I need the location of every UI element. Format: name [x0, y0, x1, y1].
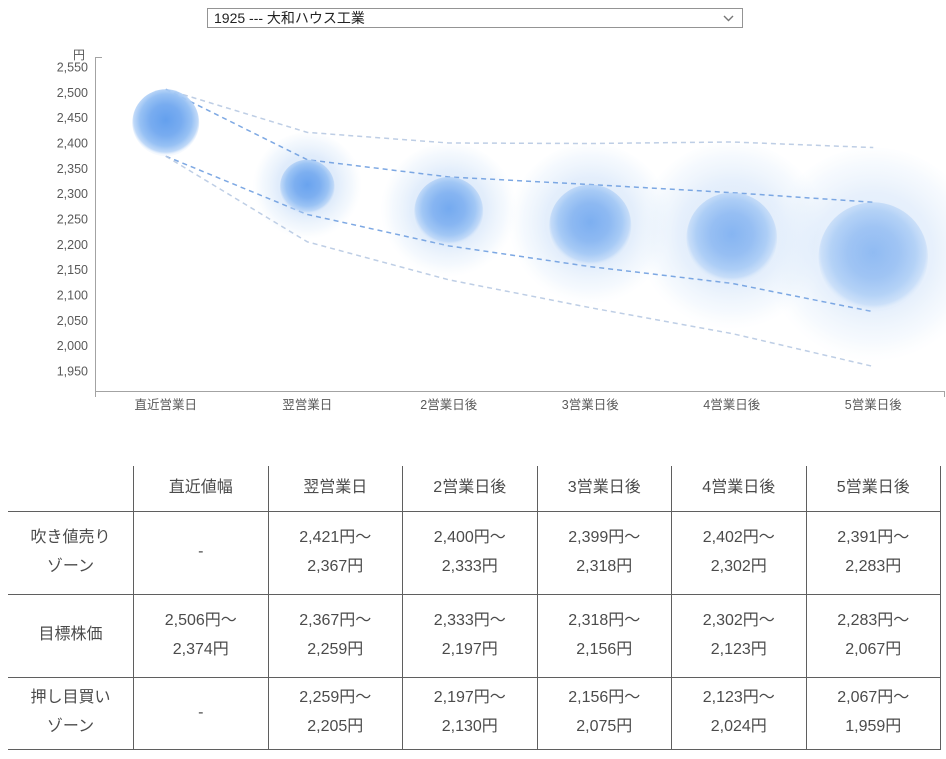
table-value-cell: 2,318円〜 2,156円 [537, 594, 672, 678]
y-tick-label: 2,000 [57, 339, 88, 353]
table-column-header: 3営業日後 [537, 466, 672, 512]
table-value-cell: 2,367円〜 2,259円 [268, 594, 403, 678]
table-row-label: 押し目買い ゾーン [8, 677, 134, 750]
target-bubble-3 [549, 184, 632, 267]
axis-lines [95, 57, 945, 397]
table-value-cell: 2,391円〜 2,283円 [806, 511, 941, 595]
table-value-cell: 2,402円〜 2,302円 [671, 511, 807, 595]
table-value-cell: 2,259円〜 2,205円 [268, 677, 403, 750]
forecast-table: 直近値幅 翌営業日 2営業日後 3営業日後 4営業日後 5営業日後 吹き値売り ゾーン -2… [8, 466, 941, 750]
table-row: 吹き値売り ゾーン -2,421円〜 2,367円 2,400円〜 2,333円 2,… [8, 511, 941, 595]
table-column-header: 2営業日後 [402, 466, 538, 512]
table-value-cell: 2,333円〜 2,197円 [402, 594, 538, 678]
table-header-row: 直近値幅 翌営業日 2営業日後 3営業日後 4営業日後 5営業日後 [8, 466, 941, 512]
x-tick-label: 直近営業日 [134, 397, 197, 412]
y-tick-label: 2,300 [57, 187, 88, 201]
target-bubble-5 [818, 202, 928, 312]
table-value-cell: 2,067円〜 1,959円 [806, 677, 941, 750]
x-tick-label: 4営業日後 [703, 397, 760, 412]
table-column-header: 5営業日後 [806, 466, 941, 512]
y-tick-label: 2,100 [57, 289, 88, 303]
guide-sell-upper [165, 88, 874, 149]
table-column-header: 直近値幅 [133, 466, 269, 512]
table-value-cell: 2,123円〜 2,024円 [671, 677, 807, 750]
y-tick-label: 2,500 [57, 86, 88, 100]
table-row: 目標株価 2,506円〜 2,374円 2,367円〜 2,259円 2,333円〜 … [8, 594, 941, 678]
x-tick-label: 2営業日後 [420, 397, 477, 412]
guide-target-upper [165, 88, 874, 204]
table-value-cell: - [133, 511, 269, 595]
y-tick-label: 2,350 [57, 162, 88, 176]
y-tick-label: 2,200 [57, 238, 88, 252]
x-tick-label: 5営業日後 [845, 397, 902, 412]
y-tick-label: 2,400 [57, 137, 88, 151]
guide-target-lower [165, 155, 874, 313]
y-tick-label: 2,450 [57, 111, 88, 125]
y-axis-unit-label: 円 [73, 48, 85, 62]
table-row-label: 吹き値売り ゾーン [8, 511, 134, 595]
table-corner-cell [8, 466, 134, 512]
table-row: 押し目買い ゾーン -2,259円〜 2,205円 2,197円〜 2,130円 2,… [8, 677, 941, 750]
target-bubble-2 [414, 176, 484, 246]
table-value-cell: 2,400円〜 2,333円 [402, 511, 538, 595]
table-value-cell: 2,302円〜 2,123円 [671, 594, 807, 678]
table-value-cell: 2,156円〜 2,075円 [537, 677, 672, 750]
table-column-header: 4営業日後 [671, 466, 807, 512]
forecast-table-head: 直近値幅 翌営業日 2営業日後 3営業日後 4営業日後 5営業日後 [8, 466, 941, 512]
guide-buy-lower [165, 155, 874, 368]
table-value-cell: 2,197円〜 2,130円 [402, 677, 538, 750]
y-tick-label: 2,050 [57, 314, 88, 328]
y-tick-label: 1,950 [57, 365, 88, 379]
table-row-label: 目標株価 [8, 594, 134, 678]
forecast-table-body: 吹き値売り ゾーン -2,421円〜 2,367円 2,400円〜 2,333円 2,… [8, 511, 941, 750]
stock-select[interactable]: 1925 --- 大和ハウス工業 [207, 8, 743, 28]
target-bubble-1 [279, 159, 335, 215]
table-column-header: 翌営業日 [268, 466, 403, 512]
table-value-cell: 2,506円〜 2,374円 [133, 594, 269, 678]
table-value-cell: 2,421円〜 2,367円 [268, 511, 403, 595]
x-tick-label: 翌営業日 [282, 397, 332, 412]
x-tick-label: 3営業日後 [562, 397, 619, 412]
chart-canvas: 円2,550 2,500 2,450 2,400 2,350 2,300 2,250 2,20… [57, 48, 946, 412]
y-tick-label: 2,250 [57, 213, 88, 227]
table-value-cell: 2,283円〜 2,067円 [806, 594, 941, 678]
table-value-cell: - [133, 677, 269, 750]
table-value-cell: 2,399円〜 2,318円 [537, 511, 672, 595]
y-tick-label: 2,550 [57, 61, 88, 75]
y-tick-label: 2,150 [57, 263, 88, 277]
target-bubble-0 [132, 89, 200, 157]
target-bubble-4 [686, 192, 778, 284]
